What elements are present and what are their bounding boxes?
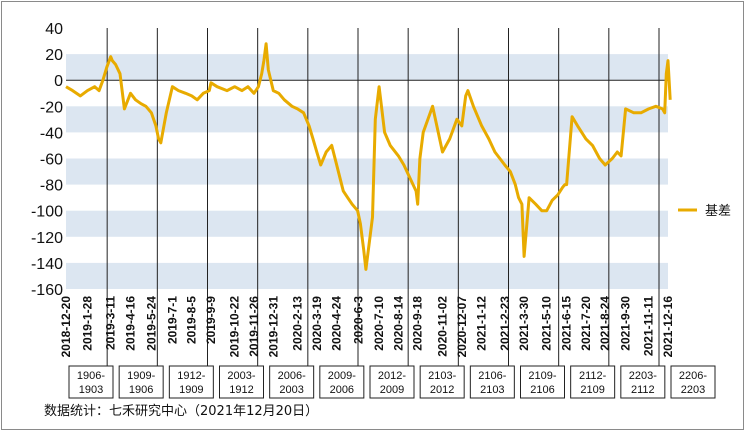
x-tick-label: 2020-12-07 xyxy=(455,296,469,358)
contract-window-label: 2003 xyxy=(279,384,303,396)
y-tick-label: -60 xyxy=(40,152,63,169)
source-note: 数据统计：七禾研究中心（2021年12月20日） xyxy=(44,404,319,419)
y-tick-label: -80 xyxy=(40,178,63,195)
contract-window-label: 2012- xyxy=(378,370,406,382)
x-tick-label: 2019-11-26 xyxy=(247,296,261,357)
y-tick-label: 20 xyxy=(45,47,63,64)
contract-window-label: 2003- xyxy=(227,370,255,382)
contract-window-box xyxy=(219,365,264,399)
contract-window-label: 1909- xyxy=(127,370,155,382)
band xyxy=(66,210,668,237)
contract-window-label: 2112- xyxy=(579,370,607,382)
legend: 基差 xyxy=(678,204,731,219)
x-tick-label: 2021-6-15 xyxy=(560,296,574,351)
contract-window-box xyxy=(620,365,666,399)
x-tick-label: 2020-3-19 xyxy=(310,296,324,351)
contract-window-label: 2006 xyxy=(330,384,354,396)
contract-window-label: 2012 xyxy=(430,384,454,396)
x-tick-label: 2019-9-9 xyxy=(204,296,218,344)
contract-window-label: 2106- xyxy=(478,370,506,382)
contract-window-box xyxy=(319,365,365,399)
x-tick-label: 2019-7-1 xyxy=(165,296,179,344)
y-tick-label: -140 xyxy=(31,256,63,273)
contract-window-box xyxy=(369,365,415,399)
contract-window-boxes: 1906- 1903 1909- 1906 1912- 1909 2003- 1912 2006… xyxy=(68,365,716,399)
contract-window-label: 2112 xyxy=(631,384,655,396)
contract-window-label: 2206- xyxy=(679,370,707,382)
contract-window-label: 2203- xyxy=(629,370,657,382)
contract-window-box xyxy=(118,365,164,399)
contract-window-box xyxy=(670,365,716,399)
contract-window-box xyxy=(520,365,565,399)
x-tick-label: 2021-2-23 xyxy=(498,296,512,351)
x-tick-label: 2020-8-14 xyxy=(391,296,405,351)
contract-window-label: 1912- xyxy=(177,370,205,382)
x-tick-label: 2021-5-10 xyxy=(540,296,554,351)
band xyxy=(66,54,668,81)
x-tick-label: 2021-1-12 xyxy=(475,296,489,351)
contract-window-label: 2009- xyxy=(328,370,356,382)
x-tick-label: 2018-12-20 xyxy=(59,296,73,358)
contract-window-label: 1909 xyxy=(179,384,203,396)
contract-window-label: 1906- xyxy=(77,370,105,382)
y-tick-label: -160 xyxy=(31,282,63,299)
band xyxy=(66,158,668,185)
x-axis-ticks: 2018-12-20 2019-1-28 2019-3-11 2019-4-16 201… xyxy=(59,296,675,358)
contract-window-box xyxy=(68,365,114,399)
x-tick-label: 2020-2-13 xyxy=(291,296,305,351)
y-tick-label: -100 xyxy=(31,204,63,221)
x-tick-label: 2021-11-11 xyxy=(642,296,656,356)
x-tick-label: 2020-4-24 xyxy=(330,296,344,351)
contract-window-label: 1906 xyxy=(129,384,153,396)
contract-window-label: 2109- xyxy=(528,370,556,382)
contract-window-label: 2106 xyxy=(530,384,554,396)
contract-window-box xyxy=(469,365,515,399)
x-tick-label: 2019-10-22 xyxy=(228,296,242,358)
y-tick-label: -20 xyxy=(40,99,63,116)
x-tick-label: 2019-12-31 xyxy=(266,296,280,358)
y-tick-label: -40 xyxy=(40,125,63,142)
x-tick-label: 2020-6-3 xyxy=(352,296,366,344)
y-tick-label: 40 xyxy=(45,21,63,38)
contract-window-label: 2103 xyxy=(480,384,504,396)
series-line-basis xyxy=(65,42,672,271)
x-tick-label: 2021-8-24 xyxy=(598,296,612,351)
x-tick-label: 2021-12-16 xyxy=(661,296,675,358)
x-tick-label: 2019-4-16 xyxy=(124,296,138,351)
contract-divider-lines xyxy=(106,28,660,366)
y-tick-label: -120 xyxy=(31,230,63,247)
x-tick-label: 2019-3-11 xyxy=(104,296,118,350)
contract-window-label: 2103- xyxy=(428,370,456,382)
contract-window-label: 2203 xyxy=(681,384,705,396)
x-tick-label: 2020-7-10 xyxy=(372,296,386,351)
contract-window-box xyxy=(570,365,616,399)
x-tick-label: 2019-1-28 xyxy=(81,296,95,351)
contract-window-label: 2109 xyxy=(580,384,604,396)
x-tick-label: 2020-11-02 xyxy=(436,296,450,357)
x-tick-label: 2021-3-30 xyxy=(517,296,531,351)
x-tick-label: 2019-8-5 xyxy=(185,296,199,344)
x-tick-label: 2019-5-24 xyxy=(144,296,158,351)
series-lines xyxy=(65,42,672,271)
x-tick-label: 2021-9-30 xyxy=(619,296,633,351)
contract-window-box xyxy=(419,365,465,399)
y-tick-label: 0 xyxy=(54,73,63,90)
contract-window-label: 1903 xyxy=(79,384,103,396)
contract-window-label: 2006- xyxy=(278,370,306,382)
x-tick-label: 2020-9-18 xyxy=(411,296,425,351)
contract-window-label: 1912 xyxy=(229,384,253,396)
legend-label: 基差 xyxy=(705,204,731,219)
y-axis-ticks: 40 20 0 -20 -40 -60 -80 -100 -120 -140 -160 xyxy=(31,21,63,299)
contract-window-box xyxy=(269,365,315,399)
x-tick-label: 2021-7-20 xyxy=(579,296,593,351)
contract-window-label: 2009 xyxy=(380,384,404,396)
contract-window-box xyxy=(168,365,214,399)
